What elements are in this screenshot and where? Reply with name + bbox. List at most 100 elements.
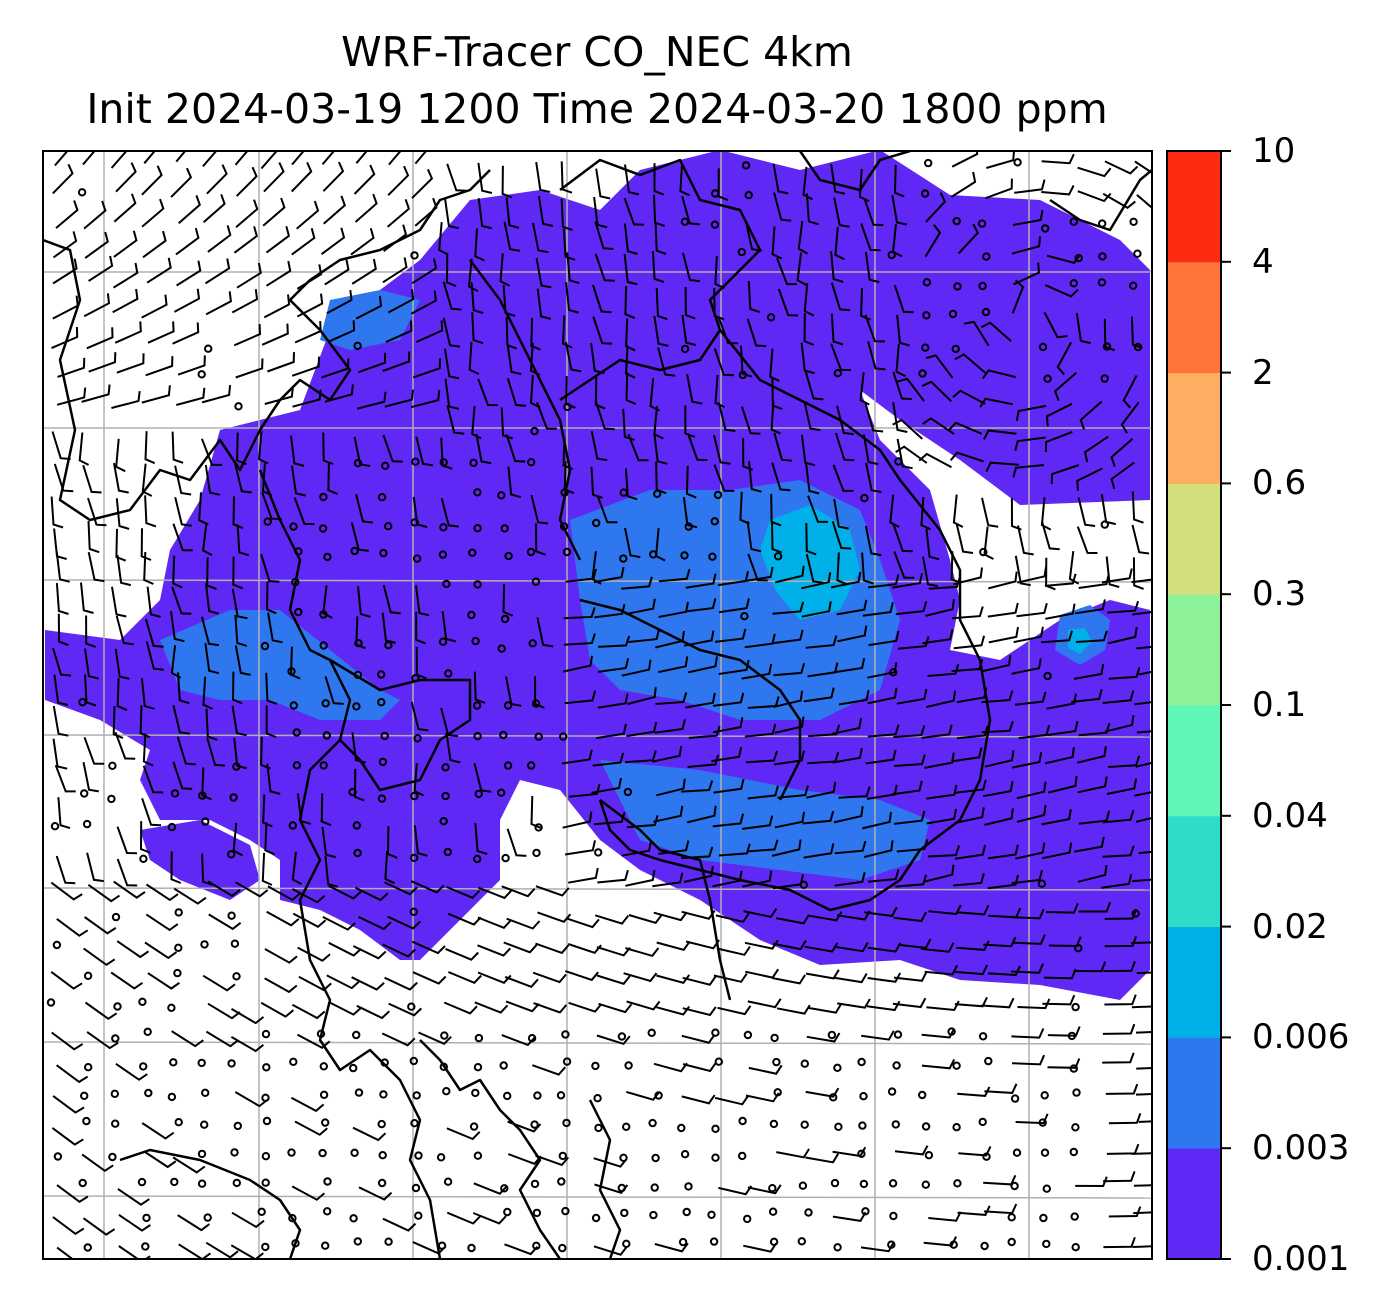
calm-wind-circle [288,821,297,830]
wind-barb [836,599,868,616]
wind-barb [1015,1113,1049,1125]
wind-barb [1015,404,1047,422]
wind-barb [321,826,336,859]
wind-barb [747,553,768,582]
calm-wind-circle [438,637,448,646]
wind-barb [953,635,986,650]
wind-barb [87,551,105,583]
wind-barb [682,1006,717,1017]
wind-barb [831,717,862,735]
colorbar-segment [1167,1148,1221,1260]
wind-barb [896,688,928,705]
wind-barb [267,612,283,644]
wind-barb [382,943,416,958]
calm-wind-circle [294,607,303,617]
calm-wind-circle [591,1213,601,1223]
calm-wind-circle [318,1148,327,1158]
calm-wind-circle [50,822,60,831]
wind-barb [415,611,426,645]
wind-barb [507,466,522,499]
wind-barb [1136,971,1152,975]
wind-barb [712,870,743,888]
wind-barb [832,747,863,764]
wind-barb [477,916,512,929]
wind-barb [171,586,192,615]
calm-wind-circle [532,848,541,858]
wind-barb [1041,809,1072,826]
calm-wind-circle [827,1030,837,1040]
wind-barb [982,781,1014,798]
wind-barb [836,910,871,921]
wind-barb [1076,526,1098,554]
wind-barb [714,1095,749,1106]
wind-barb [444,378,460,410]
wind-barb [713,434,731,465]
calm-wind-circle [677,1123,686,1133]
wind-barb [624,468,638,501]
calm-wind-circle [232,1178,242,1188]
wind-barb [867,972,902,983]
wind-barb [1012,210,1044,226]
calm-wind-circle [80,1091,89,1101]
wind-barb [830,163,846,195]
wind-barb [1078,901,1112,913]
wind-barb [86,327,114,350]
calm-wind-circle [411,1183,421,1193]
wind-barb [560,198,573,231]
wind-barb [1104,714,1135,733]
coastline-inland-west [329,658,472,792]
wind-barb [565,917,600,929]
wind-barb [1133,1184,1152,1187]
colorbar-tick-label: 0.001 [1252,1239,1350,1279]
wind-barb [415,585,430,617]
calm-wind-circle [951,344,960,354]
wind-barb [326,289,353,315]
gridline-latitude [43,887,1152,891]
wind-barb [741,815,774,830]
wind-barb [414,197,438,227]
wind-barb [803,843,835,859]
wind-barb [414,151,428,165]
wind-barb [413,825,428,857]
calm-wind-circle [647,1028,656,1038]
wind-barb [473,671,486,704]
wind-barb [1102,845,1135,858]
wind-barb [266,910,300,927]
wind-barb [1102,192,1136,210]
wind-barb [805,969,840,980]
wind-barb [384,976,418,991]
wind-barb [805,463,820,495]
calm-wind-circle [562,1118,571,1128]
wind-barb [596,974,631,985]
wind-barb [892,371,912,401]
wind-barb [805,1087,840,1098]
wind-barb [388,151,402,166]
calm-wind-circle [563,402,572,412]
wind-barb [207,225,232,253]
calm-wind-circle [924,158,933,168]
wind-barb [918,452,952,469]
wind-barb [294,321,322,344]
wind-barb [57,357,86,378]
map-frame [42,150,1153,1260]
wind-barb [443,1001,478,1015]
calm-wind-circle [289,522,298,531]
wind-barb [681,1094,716,1105]
wind-barb [536,402,557,430]
wind-barb [921,1058,956,1070]
wind-barb [892,402,908,433]
calm-wind-circle [203,1213,212,1222]
wind-barb [115,615,134,646]
wind-barb [114,648,130,680]
wind-barb [807,495,828,523]
wind-barb [860,1242,895,1253]
calm-wind-circle [500,1184,509,1193]
calm-wind-circle [352,821,361,830]
calm-wind-circle [1043,671,1052,681]
wind-barb [921,942,955,953]
calm-wind-circle [318,524,328,533]
wind-barb [740,345,753,378]
wind-barb [891,194,907,226]
calm-wind-circle [143,1027,152,1037]
wind-barb [805,522,817,556]
